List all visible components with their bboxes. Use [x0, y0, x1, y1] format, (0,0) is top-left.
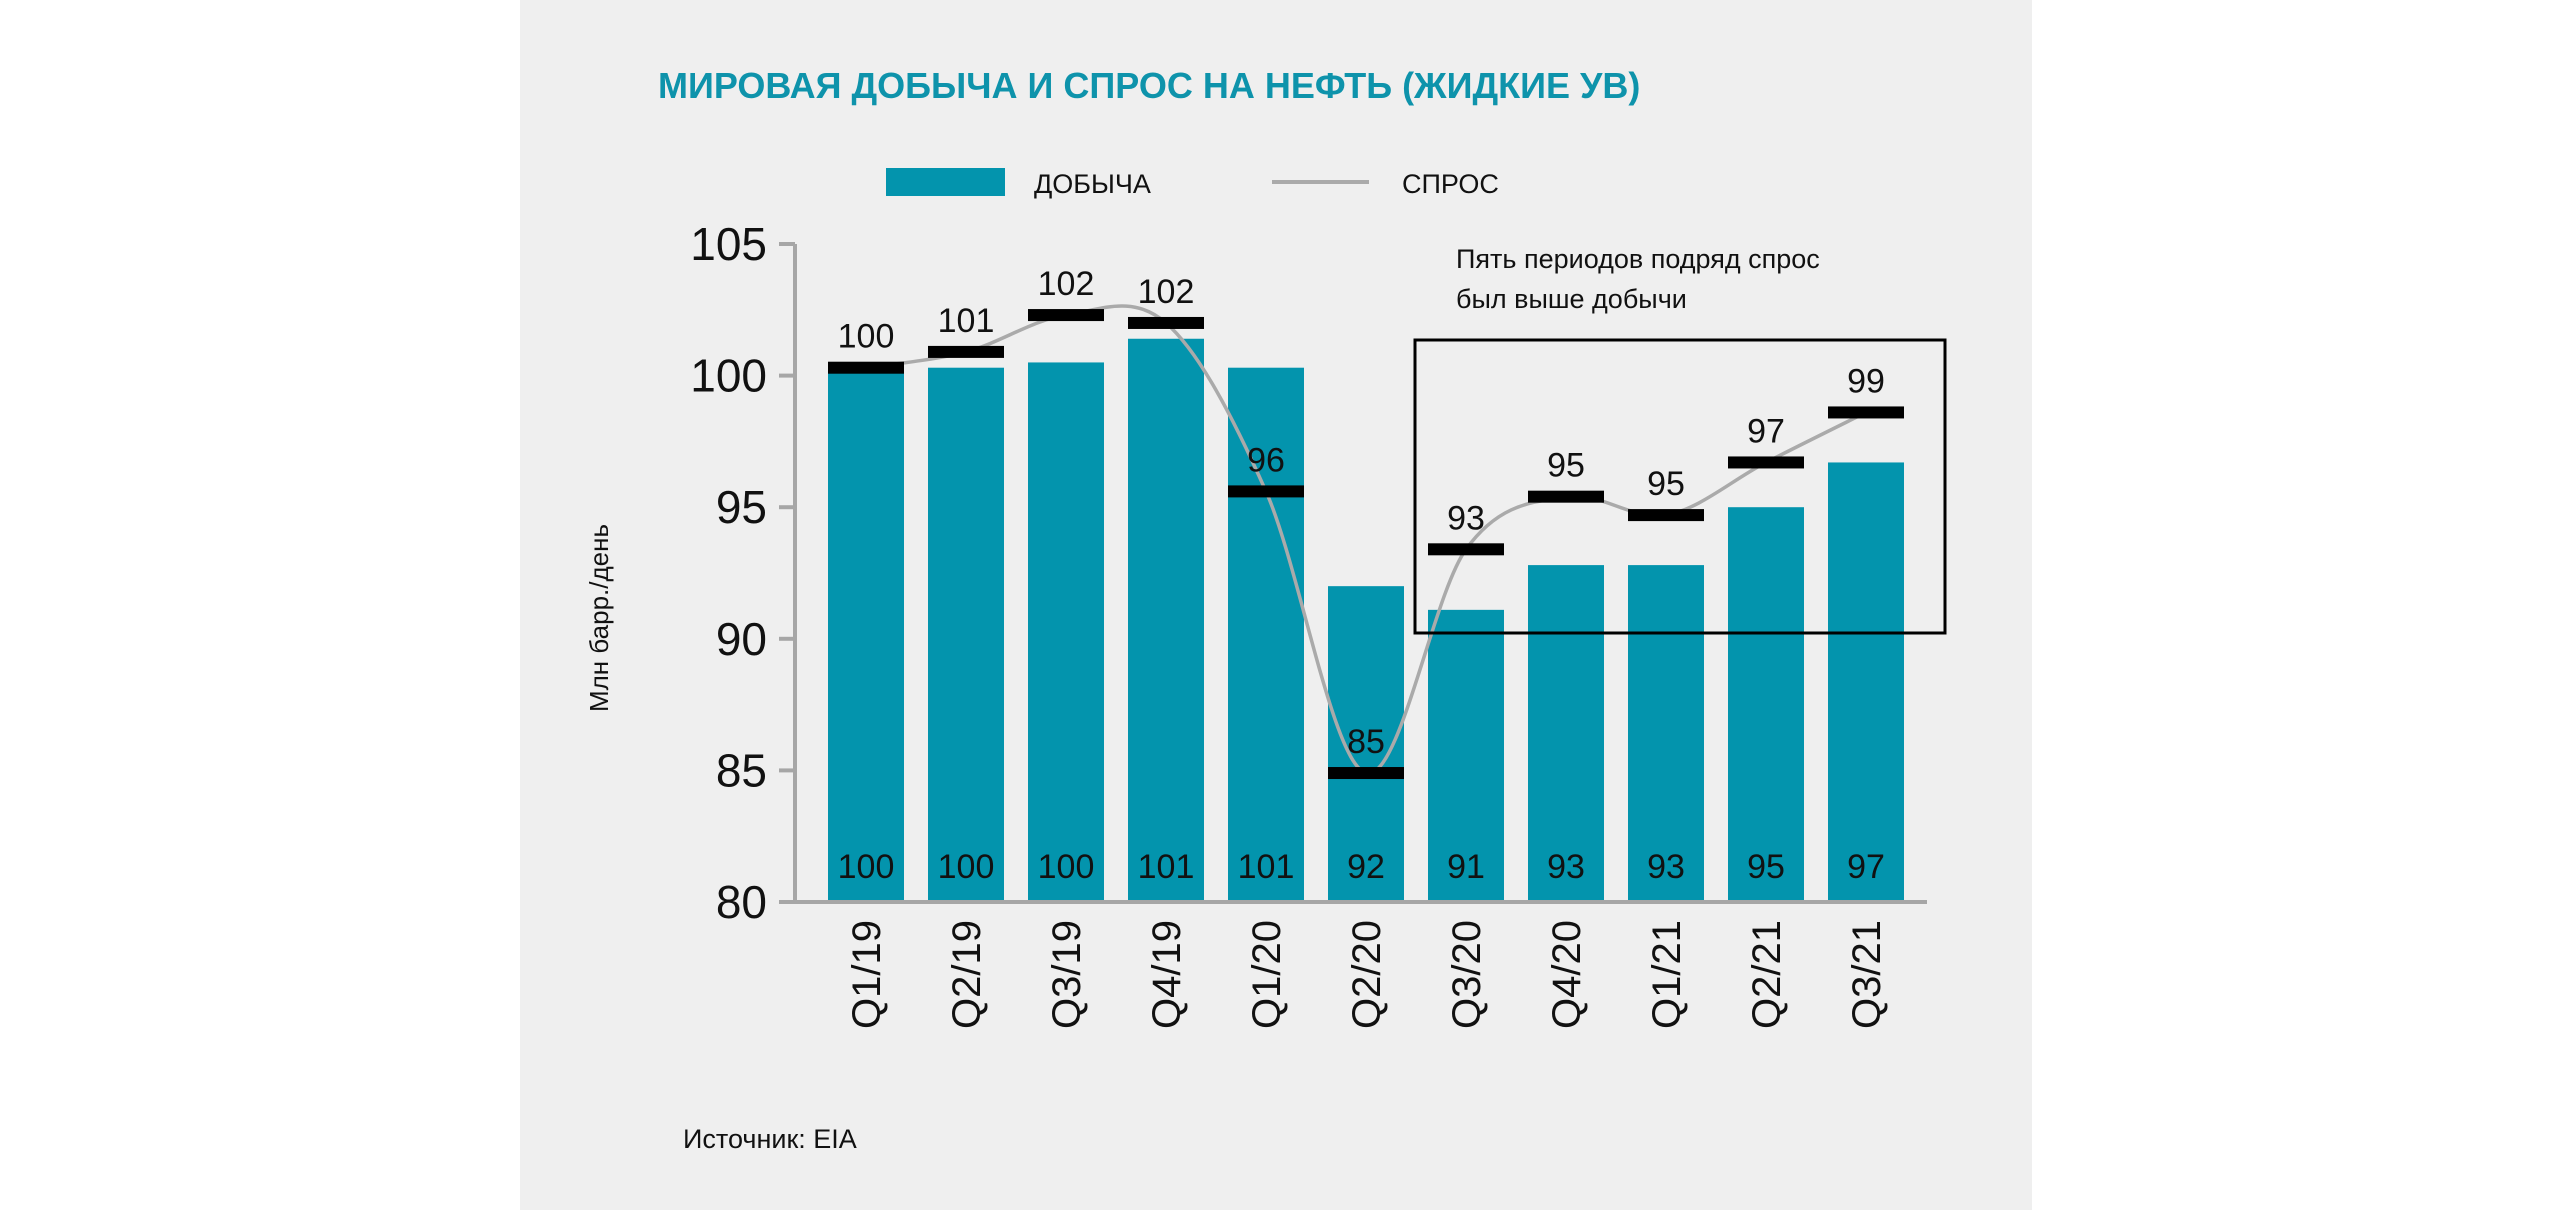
bar-production [1228, 367, 1304, 903]
demand-value-label: 93 [1447, 499, 1485, 537]
x-tick-label: Q3/20 [1445, 920, 1489, 1029]
demand-marker [1528, 490, 1604, 503]
bar-value-label: 101 [1238, 848, 1295, 886]
bar-production [1128, 338, 1204, 902]
demand-marker [828, 361, 904, 374]
chart-title: МИРОВАЯ ДОБЫЧА И СПРОС НА НЕФТЬ (ЖИДКИЕ … [658, 65, 1640, 106]
demand-value-label: 102 [1038, 265, 1095, 303]
demand-marker [1728, 456, 1804, 469]
bar-production [928, 367, 1004, 903]
legend: ДОБЫЧА СПРОС [886, 168, 1499, 199]
demand-value-label: 96 [1247, 441, 1285, 479]
demand-marker [1628, 509, 1704, 522]
x-tick-label: Q4/19 [1145, 920, 1189, 1029]
y-tick-label: 85 [716, 744, 767, 796]
bar-production [1428, 609, 1504, 902]
demand-value-label: 102 [1138, 273, 1195, 311]
bar-production [1028, 362, 1104, 902]
demand-value-label: 95 [1547, 447, 1585, 485]
y-tick-label: 105 [690, 218, 767, 270]
annotation-line-1: Пять периодов подряд спрос [1456, 244, 1820, 274]
demand-value-label: 97 [1747, 412, 1785, 450]
bar-production [1628, 565, 1704, 902]
demand-marker [1228, 485, 1304, 498]
x-tick-label: Q1/21 [1645, 920, 1689, 1029]
annotation-line-2: был выше добычи [1456, 284, 1687, 314]
bar-value-label: 92 [1347, 848, 1385, 886]
bar-production [1828, 462, 1904, 902]
bars: 100 100 100 101 101 92 91 93 93 95 97 [828, 338, 1904, 903]
legend-label-demand: СПРОС [1402, 169, 1499, 199]
highlight-box [1413, 338, 1947, 635]
bar-value-label: 100 [838, 848, 895, 886]
demand-marker [1128, 316, 1204, 329]
y-tick-label: 90 [716, 613, 767, 665]
x-tick-label: Q1/20 [1245, 920, 1289, 1029]
x-tick-label: Q2/20 [1345, 920, 1389, 1029]
y-tick-label: 95 [716, 481, 767, 533]
x-axis: Q1/19 Q2/19 Q3/19 Q4/19 Q1/20 Q2/20 Q3/20 Q4/20… [795, 900, 1927, 1029]
x-tick-label: Q1/19 [845, 920, 889, 1029]
demand-series: 100 101 102 102 96 85 93 95 95 97 99 [828, 265, 1904, 780]
bar-value-label: 97 [1847, 848, 1885, 886]
y-axis: 80 85 90 95 100 105 [690, 218, 797, 928]
demand-marker [928, 345, 1004, 358]
demand-value-label: 101 [938, 302, 995, 340]
bar-value-label: 100 [938, 848, 995, 886]
legend-label-production: ДОБЫЧА [1034, 169, 1151, 199]
demand-marker [1028, 309, 1104, 322]
x-tick-label: Q3/21 [1845, 920, 1889, 1029]
x-tick-label: Q4/20 [1545, 920, 1589, 1029]
demand-marker [1328, 767, 1404, 780]
legend-swatch-production [886, 168, 1005, 196]
bar-value-label: 100 [1038, 848, 1095, 886]
bar-value-label: 95 [1747, 848, 1785, 886]
y-axis-label: Млн барр./день [584, 524, 614, 712]
demand-marker [1828, 406, 1904, 419]
demand-value-label: 95 [1647, 465, 1685, 503]
demand-value-label: 100 [838, 318, 895, 356]
x-tick-label: Q3/19 [1045, 920, 1089, 1029]
x-tick-label: Q2/19 [945, 920, 989, 1029]
demand-marker [1428, 543, 1504, 556]
bar-production [1528, 565, 1604, 902]
x-tick-label: Q2/21 [1745, 920, 1789, 1029]
bar-value-label: 93 [1547, 848, 1585, 886]
bar-value-label: 91 [1447, 848, 1485, 886]
bar-production [828, 372, 904, 902]
source-note: Источник: EIA [683, 1124, 857, 1154]
y-tick-label: 100 [690, 350, 767, 402]
bar-value-label: 101 [1138, 848, 1195, 886]
demand-value-label: 85 [1347, 723, 1385, 761]
y-tick-label: 80 [716, 876, 767, 928]
bar-production [1728, 507, 1804, 902]
demand-value-label: 99 [1847, 362, 1885, 400]
bar-value-label: 93 [1647, 848, 1685, 886]
